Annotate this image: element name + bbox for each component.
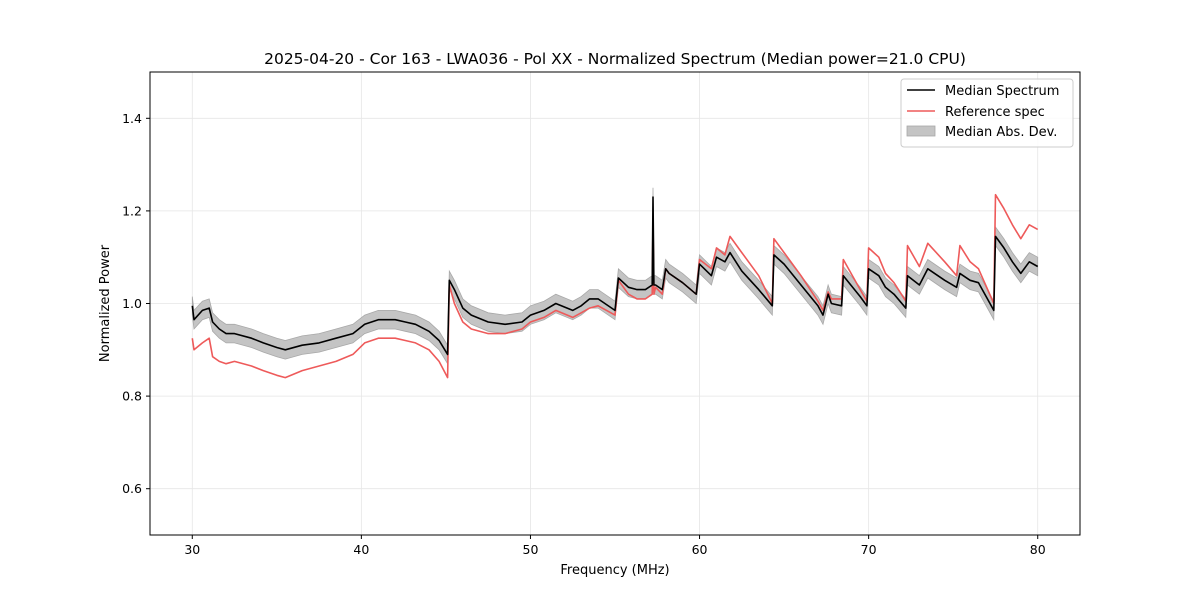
- legend: Median Spectrum Reference spec Median Ab…: [900, 78, 1074, 148]
- legend-mad-label: Median Abs. Dev.: [945, 125, 1057, 140]
- median-spectrum-line: [191, 196, 1039, 356]
- y-tick-label: 1.2: [122, 203, 142, 218]
- legend-mad-swatch: [906, 125, 936, 137]
- legend-reference-label: Reference spec: [945, 105, 1045, 120]
- x-tick-label: 60: [692, 542, 708, 557]
- y-tick-label: 0.6: [122, 481, 142, 496]
- chart-title: 2025-04-20 - Cor 163 - LWA036 - Pol XX -…: [264, 50, 966, 68]
- x-tick-label: 50: [523, 542, 539, 557]
- x-tick-label: 80: [1030, 542, 1046, 557]
- axis-ticks: 30 40 50 60 70 80 0.6 0.8 1.0 1.2 1.4: [122, 111, 1046, 557]
- x-tick-label: 40: [353, 542, 369, 557]
- y-tick-label: 0.8: [122, 389, 142, 404]
- x-axis-label: Frequency (MHz): [560, 563, 669, 578]
- legend-median-label: Median Spectrum: [945, 84, 1059, 99]
- y-tick-label: 1.0: [122, 296, 142, 311]
- y-axis-label: Normalized Power: [98, 244, 113, 362]
- legend-box: [900, 78, 1074, 148]
- y-tick-label: 1.4: [122, 111, 142, 126]
- x-tick-label: 30: [184, 542, 200, 557]
- x-tick-label: 70: [861, 542, 877, 557]
